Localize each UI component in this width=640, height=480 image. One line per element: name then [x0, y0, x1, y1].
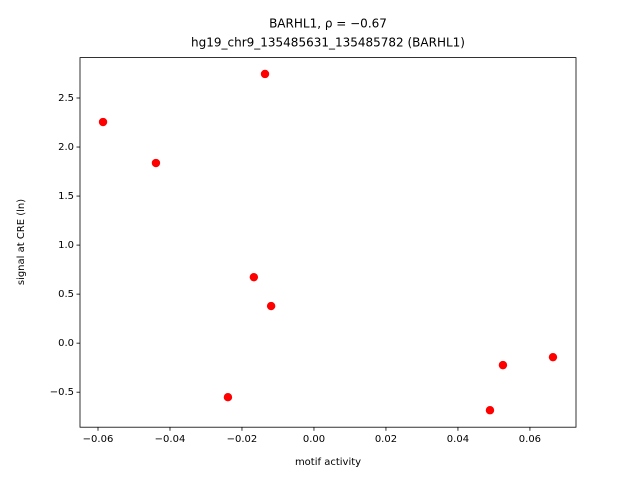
point [548, 352, 558, 362]
y-tick-label: 0.5 [58, 289, 74, 300]
y-tick-label: 2.5 [58, 93, 74, 104]
chart-subtitle: hg19_chr9_135485631_135485782 (BARHL1) [191, 36, 465, 50]
point [223, 392, 233, 402]
x-tick-label: 0.04 [447, 434, 469, 445]
x-tick-label: −0.06 [83, 434, 114, 445]
point [498, 360, 508, 370]
y-tick-label: −0.5 [50, 387, 74, 398]
point [249, 272, 259, 282]
point [151, 158, 161, 168]
x-tick-label: −0.04 [155, 434, 186, 445]
chart-title: BARHL1, ρ = −0.67 [269, 17, 387, 31]
x-tick-label: −0.02 [227, 434, 258, 445]
plot-frame [79, 57, 577, 428]
x-tick-label: 0.02 [375, 434, 397, 445]
x-axis-label: motif activity [295, 457, 361, 468]
point [485, 406, 495, 415]
y-tick-label: 0.0 [58, 338, 74, 349]
x-tick-label: 0.06 [519, 434, 541, 445]
x-tick-label: 0.00 [303, 434, 325, 445]
point [98, 117, 108, 127]
y-tick-label: 1.0 [58, 240, 74, 251]
point [266, 301, 276, 311]
y-tick-label: 2.0 [58, 142, 74, 153]
y-tick-label: 1.5 [58, 191, 74, 202]
y-axis-label: signal at CRE (ln) [16, 199, 27, 285]
point [260, 69, 270, 79]
